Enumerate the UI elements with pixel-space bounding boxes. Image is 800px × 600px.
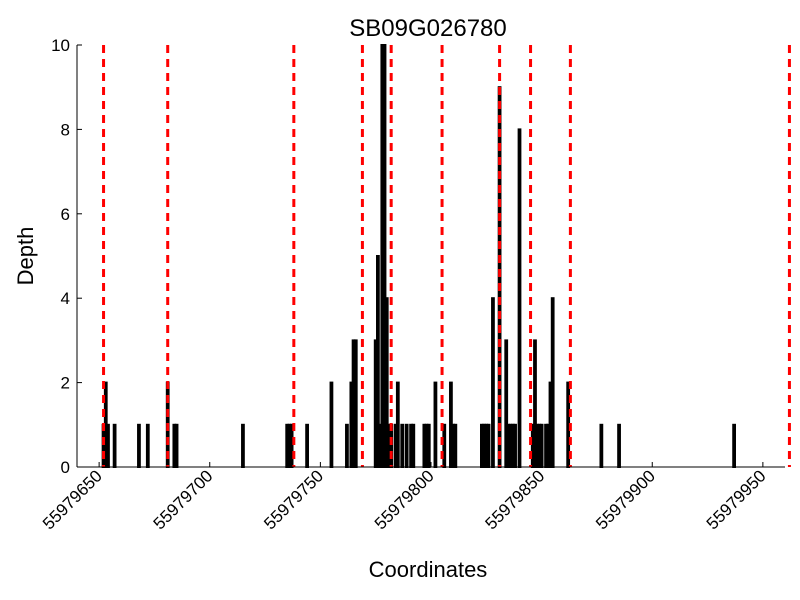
depth-bar — [599, 423, 604, 468]
depth-bar — [433, 381, 438, 469]
depth-bar — [426, 423, 431, 468]
x-tick-label: 55979750 — [260, 466, 327, 533]
depth-bar — [305, 423, 309, 468]
depth-bar — [617, 423, 621, 468]
depth-bar — [453, 423, 458, 468]
x-tick-label: 55979800 — [371, 466, 438, 533]
depth-bar — [174, 423, 179, 468]
x-tick-label: 55979650 — [39, 466, 106, 533]
depth-bar — [411, 423, 416, 468]
depth-bar — [112, 423, 117, 468]
depth-bar — [145, 423, 150, 468]
depth-bar — [442, 423, 447, 468]
x-tick-label: 55979950 — [703, 466, 770, 533]
y-tick-label: 6 — [61, 205, 70, 224]
y-axis-label: Depth — [13, 227, 38, 286]
depth-bar — [106, 423, 110, 468]
depth-bar — [566, 381, 571, 469]
depth-bar — [353, 339, 358, 468]
depth-bar — [732, 423, 736, 468]
depth-bar — [395, 381, 400, 469]
depth-bar — [404, 423, 409, 468]
depth-bar — [517, 128, 522, 468]
y-tick-label: 2 — [61, 374, 70, 393]
x-tick-label: 55979900 — [592, 466, 659, 533]
x-tick-label: 55979700 — [150, 466, 217, 533]
y-tick-label: 4 — [61, 289, 70, 308]
depth-bar — [329, 381, 334, 469]
x-axis-label: Coordinates — [369, 557, 488, 582]
depth-bar — [289, 423, 294, 468]
x-tick-label: 55979850 — [482, 466, 549, 533]
y-tick-label: 0 — [61, 458, 70, 477]
chart-title: SB09G026780 — [349, 15, 506, 42]
y-tick-label: 8 — [61, 120, 70, 139]
vlines-group — [102, 45, 791, 467]
depth-bar — [486, 423, 491, 468]
y-tick-label: 10 — [51, 36, 70, 55]
depth-bar — [241, 423, 245, 468]
depth-bar — [137, 423, 141, 468]
depth-bar — [513, 423, 517, 468]
depth-bar — [539, 423, 544, 468]
depth-bar — [550, 297, 555, 469]
depth-bar — [400, 423, 405, 468]
depth-bar — [491, 297, 495, 469]
depth-bar — [389, 423, 394, 468]
bars-group — [101, 44, 736, 469]
depth-bar — [345, 423, 349, 468]
